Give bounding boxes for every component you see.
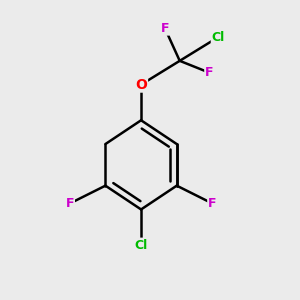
Text: O: O xyxy=(135,78,147,92)
Text: Cl: Cl xyxy=(212,31,225,44)
Text: F: F xyxy=(205,66,214,79)
Text: Cl: Cl xyxy=(134,238,148,252)
Text: F: F xyxy=(160,22,169,34)
Text: F: F xyxy=(208,197,217,210)
Text: F: F xyxy=(65,197,74,210)
